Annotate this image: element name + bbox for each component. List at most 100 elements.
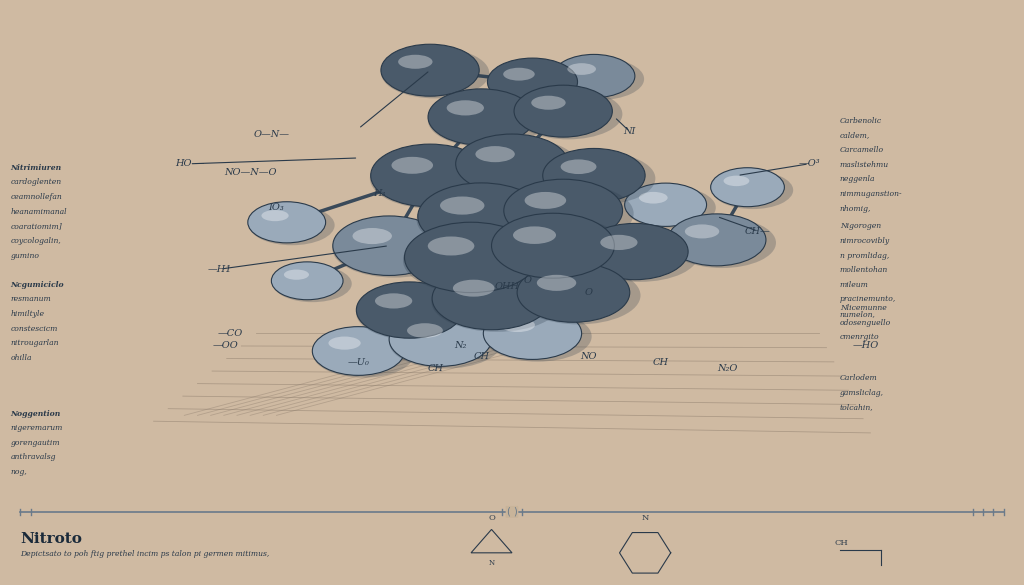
Ellipse shape [483,311,592,362]
Text: CH—: CH— [744,226,771,236]
Text: odosenguello: odosenguello [840,319,891,327]
Ellipse shape [428,92,545,147]
Ellipse shape [668,214,766,266]
Ellipse shape [514,85,612,137]
Ellipse shape [517,267,641,324]
Ellipse shape [446,100,484,115]
Ellipse shape [261,210,289,221]
Ellipse shape [492,214,614,278]
Ellipse shape [490,217,626,280]
Text: —CO: —CO [218,329,243,338]
Ellipse shape [375,293,413,308]
Text: gamsliclag,: gamsliclag, [840,389,884,397]
Text: Carcamello: Carcamello [840,146,884,154]
Ellipse shape [517,263,630,322]
Ellipse shape [431,271,562,332]
Ellipse shape [403,226,549,295]
Text: O: O [585,288,593,297]
Ellipse shape [356,282,463,338]
Text: N₂O: N₂O [717,364,737,373]
Text: —U₀: —U₀ [347,358,370,367]
Ellipse shape [668,218,776,268]
Ellipse shape [389,316,502,369]
Ellipse shape [428,236,474,256]
Ellipse shape [503,183,634,244]
Text: anthravalsg: anthravalsg [10,453,55,462]
Ellipse shape [514,89,623,139]
Text: nhomig,: nhomig, [840,205,871,213]
Ellipse shape [391,157,433,174]
Text: neggenla: neggenla [840,176,876,184]
Ellipse shape [475,146,515,162]
Ellipse shape [329,336,360,350]
Text: nigeremarum: nigeremarum [10,424,62,432]
Text: Nigorogen: Nigorogen [840,222,881,230]
Text: N: N [488,559,495,567]
Ellipse shape [418,183,545,250]
Ellipse shape [398,55,432,69]
Text: tolcahin,: tolcahin, [840,404,873,412]
Ellipse shape [371,144,489,207]
Text: O: O [523,276,531,285]
Ellipse shape [711,168,784,207]
Text: nimrocovibly: nimrocovibly [840,237,890,245]
Ellipse shape [600,235,638,250]
Text: CH: CH [473,352,489,362]
Ellipse shape [271,262,343,300]
Text: O—N—: O—N— [253,130,290,139]
Ellipse shape [626,187,716,229]
Ellipse shape [685,225,719,239]
Ellipse shape [352,228,392,244]
Ellipse shape [440,197,484,215]
Ellipse shape [370,148,501,209]
Ellipse shape [531,96,565,110]
Ellipse shape [249,205,335,245]
Text: —OO: —OO [212,340,239,350]
Text: constescicm: constescicm [10,325,57,333]
Ellipse shape [248,202,326,243]
Ellipse shape [404,222,538,292]
Ellipse shape [417,187,556,252]
Text: n promlidag,: n promlidag, [840,252,889,260]
Text: NO: NO [581,352,597,362]
Ellipse shape [381,44,479,96]
Text: CH: CH [427,364,443,373]
Ellipse shape [333,216,445,276]
Text: nitrougarlan: nitrougarlan [10,339,58,347]
Text: ( ): ( ) [507,507,517,517]
Text: Depictsato to poh ftig prethel incim ps talon pi germen mitimus,: Depictsato to poh ftig prethel incim ps … [20,550,269,558]
Text: CH: CH [835,539,848,547]
Text: cmenrgito: cmenrgito [840,333,880,342]
Ellipse shape [407,323,443,338]
Text: nog,: nog, [10,468,27,476]
Text: gumino: gumino [10,252,39,260]
Ellipse shape [503,68,535,81]
Text: coaratiomim]: coaratiomim] [10,222,62,230]
Text: IO₃: IO₃ [268,203,285,212]
Ellipse shape [543,149,645,202]
Text: Ncgumiciclo: Ncgumiciclo [10,281,63,289]
Text: N: N [641,514,649,522]
Ellipse shape [524,192,566,209]
Ellipse shape [724,176,750,186]
Ellipse shape [501,318,535,332]
Ellipse shape [567,63,596,75]
Text: Noggention: Noggention [10,410,60,418]
Ellipse shape [453,280,495,297]
Ellipse shape [313,330,414,378]
Ellipse shape [332,220,457,277]
Ellipse shape [554,58,644,100]
Text: ceamnollefan: ceamnollefan [10,193,62,201]
Text: nimmuganstion-: nimmuganstion- [840,190,902,198]
Text: Nitrimiuren: Nitrimiuren [10,164,61,172]
Ellipse shape [428,89,535,145]
Ellipse shape [487,58,578,106]
Ellipse shape [312,326,404,376]
Text: himiltyle: himiltyle [10,310,44,318]
Text: Carlodem: Carlodem [840,374,878,383]
Text: NO—N—O: NO—N—O [224,168,278,177]
Text: caldem,: caldem, [840,132,870,140]
Ellipse shape [582,223,688,280]
Text: HO —: HO — [175,159,204,168]
Ellipse shape [455,138,580,195]
